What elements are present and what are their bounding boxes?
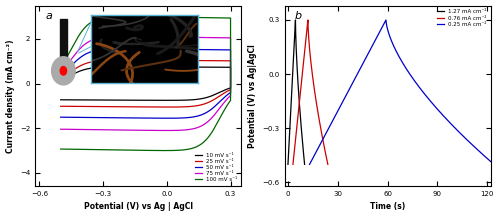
75 mV s⁻¹: [164, 129, 170, 132]
0.25 mA cm⁻²: [491, 163, 497, 166]
1.27 mA cm⁻²: [302, 163, 308, 166]
10 mV s⁻¹: [58, 78, 64, 81]
50 mV s⁻¹: [164, 117, 170, 120]
25 mV s⁻¹: [78, 64, 84, 67]
0.25 mA cm⁻²: [451, 126, 457, 128]
Text: a: a: [46, 11, 52, 21]
25 mV s⁻¹: [104, 105, 110, 108]
Text: b: b: [295, 11, 302, 21]
10 mV s⁻¹: [165, 99, 171, 102]
Y-axis label: Current density (mA cm⁻²): Current density (mA cm⁻²): [6, 39, 15, 153]
10 mV s⁻¹: [78, 69, 84, 72]
100 mV s⁻¹: [104, 148, 110, 151]
Line: 0.76 mA cm⁻²: 0.76 mA cm⁻²: [293, 20, 328, 164]
1.27 mA cm⁻²: [297, 112, 303, 114]
25 mV s⁻¹: [166, 106, 172, 108]
25 mV s⁻¹: [58, 76, 64, 79]
0.76 mA cm⁻²: [315, 112, 321, 114]
75 mV s⁻¹: [191, 127, 197, 130]
0.76 mA cm⁻²: [290, 163, 296, 166]
50 mV s⁻¹: [200, 113, 206, 116]
1.27 mA cm⁻²: [294, 52, 300, 54]
25 mV s⁻¹: [180, 105, 186, 108]
1.27 mA cm⁻²: [294, 69, 300, 72]
1.27 mA cm⁻²: [298, 126, 304, 128]
0.76 mA cm⁻²: [307, 52, 313, 54]
1.27 mA cm⁻²: [288, 93, 294, 96]
0.25 mA cm⁻²: [404, 69, 410, 72]
10 mV s⁻¹: [180, 99, 186, 102]
75 mV s⁻¹: [58, 70, 64, 73]
100 mV s⁻¹: [180, 149, 186, 151]
10 mV s⁻¹: [104, 99, 110, 101]
10 mV s⁻¹: [58, 99, 64, 101]
75 mV s⁻¹: [58, 128, 64, 130]
Line: 10 mV s⁻¹: 10 mV s⁻¹: [60, 67, 230, 100]
75 mV s⁻¹: [180, 129, 186, 131]
75 mV s⁻¹: [78, 46, 84, 48]
10 mV s⁻¹: [139, 99, 145, 102]
50 mV s⁻¹: [78, 55, 84, 58]
Line: 50 mV s⁻¹: 50 mV s⁻¹: [60, 49, 230, 118]
25 mV s⁻¹: [191, 105, 197, 107]
0.25 mA cm⁻²: [438, 112, 444, 114]
50 mV s⁻¹: [58, 73, 64, 76]
75 mV s⁻¹: [139, 129, 145, 132]
10 mV s⁻¹: [120, 66, 126, 68]
1.27 mA cm⁻²: [298, 127, 304, 129]
Line: 0.25 mA cm⁻²: 0.25 mA cm⁻²: [310, 20, 494, 164]
0.76 mA cm⁻²: [318, 127, 324, 129]
Legend: 1.27 mA cm⁻², 0.76 mA cm⁻², 0.25 mA cm⁻²: 1.27 mA cm⁻², 0.76 mA cm⁻², 0.25 mA cm⁻²: [436, 8, 488, 28]
50 mV s⁻¹: [139, 117, 145, 119]
100 mV s⁻¹: [200, 141, 206, 144]
50 mV s⁻¹: [180, 117, 186, 119]
25 mV s⁻¹: [58, 105, 64, 108]
0.76 mA cm⁻²: [318, 126, 324, 128]
0.25 mA cm⁻²: [383, 19, 389, 21]
1.27 mA cm⁻²: [292, 19, 298, 21]
X-axis label: Time (s): Time (s): [370, 202, 406, 211]
Line: 1.27 mA cm⁻²: 1.27 mA cm⁻²: [288, 20, 304, 164]
0.25 mA cm⁻²: [344, 93, 349, 96]
100 mV s⁻¹: [58, 66, 64, 68]
100 mV s⁻¹: [78, 30, 84, 33]
10 mV s⁻¹: [200, 97, 206, 100]
75 mV s⁻¹: [200, 124, 206, 127]
75 mV s⁻¹: [104, 128, 110, 131]
100 mV s⁻¹: [123, 15, 129, 18]
50 mV s⁻¹: [191, 115, 197, 118]
Line: 100 mV s⁻¹: 100 mV s⁻¹: [60, 16, 230, 151]
50 mV s⁻¹: [104, 116, 110, 119]
50 mV s⁻¹: [58, 116, 64, 118]
100 mV s⁻¹: [139, 149, 145, 152]
25 mV s⁻¹: [200, 103, 206, 106]
Y-axis label: Potential (V) vs Ag|AgCl: Potential (V) vs Ag|AgCl: [248, 44, 257, 148]
25 mV s⁻¹: [139, 106, 145, 108]
0.76 mA cm⁻²: [305, 19, 311, 21]
0.25 mA cm⁻²: [306, 163, 312, 166]
Legend: 10 mV s⁻¹, 25 mV s⁻¹, 50 mV s⁻¹, 75 mV s⁻¹, 100 mV s⁻¹: 10 mV s⁻¹, 25 mV s⁻¹, 50 mV s⁻¹, 75 mV s…: [194, 152, 238, 183]
50 mV s⁻¹: [120, 48, 126, 50]
X-axis label: Potential (V) vs Ag | AgCl: Potential (V) vs Ag | AgCl: [84, 202, 192, 211]
1.27 mA cm⁻²: [285, 163, 291, 166]
75 mV s⁻¹: [122, 35, 128, 38]
100 mV s⁻¹: [191, 146, 197, 149]
100 mV s⁻¹: [162, 149, 168, 152]
0.25 mA cm⁻²: [394, 52, 400, 54]
0.76 mA cm⁻²: [325, 163, 331, 166]
10 mV s⁻¹: [191, 98, 197, 101]
0.76 mA cm⁻²: [297, 93, 303, 96]
0.25 mA cm⁻²: [452, 127, 458, 129]
100 mV s⁻¹: [58, 148, 64, 150]
0.76 mA cm⁻²: [309, 69, 315, 72]
Line: 25 mV s⁻¹: 25 mV s⁻¹: [60, 60, 230, 107]
Line: 75 mV s⁻¹: 75 mV s⁻¹: [60, 37, 230, 130]
25 mV s⁻¹: [120, 59, 126, 61]
